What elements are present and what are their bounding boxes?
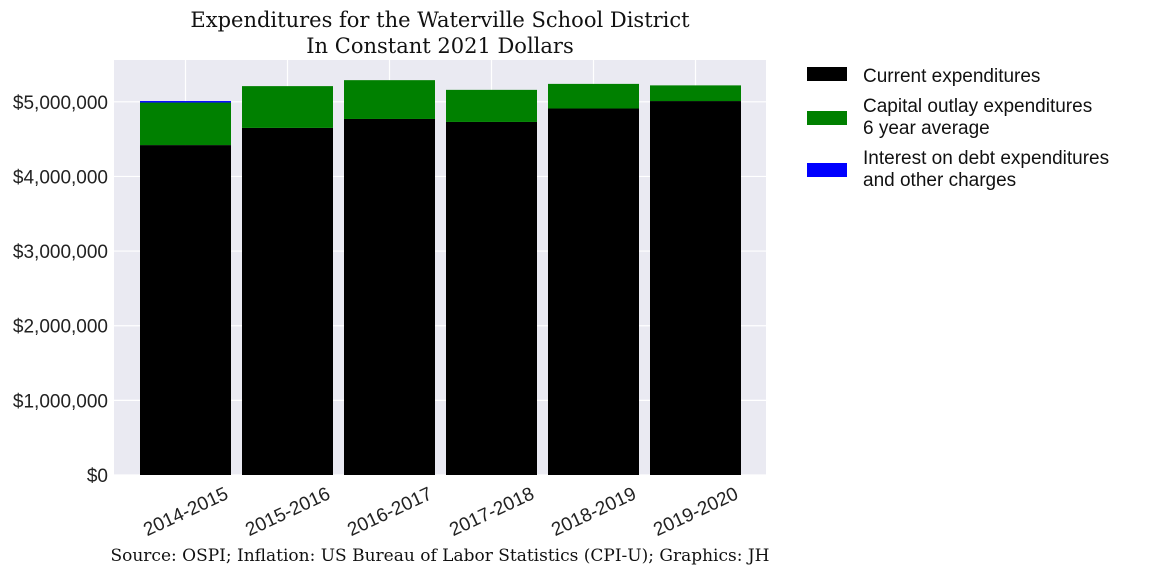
bar-segment xyxy=(140,102,231,146)
bar-segment xyxy=(140,101,231,103)
legend-swatch xyxy=(807,67,847,81)
x-tick-label: 2016-2017 xyxy=(344,483,435,540)
bars xyxy=(140,80,741,476)
bar-segment xyxy=(140,145,231,475)
bar-segment xyxy=(344,118,435,476)
bar-segment xyxy=(446,89,537,122)
y-tick-label: $5,000,000 xyxy=(13,93,108,114)
legend: Current expenditures Capital outlay expen… xyxy=(807,66,1109,191)
y-tick-label: $3,000,000 xyxy=(13,242,108,263)
bar-segment xyxy=(344,80,435,119)
chart-subtitle: In Constant 2021 Dollars xyxy=(306,34,573,58)
bar-segment xyxy=(242,127,333,475)
y-tick-label: $0 xyxy=(87,466,108,487)
x-tick-label: 2019-2020 xyxy=(650,483,741,540)
y-axis-ticks: $0 $1,000,000 $2,000,000 $3,000,000 $4,000,0… xyxy=(13,93,108,487)
legend-swatch xyxy=(807,163,847,177)
bar-segment xyxy=(650,85,741,102)
legend-label: Current expenditures xyxy=(863,66,1040,87)
bar-segment xyxy=(446,121,537,475)
x-tick-label: 2015-2016 xyxy=(242,483,333,540)
bar-segment xyxy=(548,108,639,476)
y-tick-label: $2,000,000 xyxy=(13,317,108,338)
source-note: Source: OSPI; Inflation: US Bureau of La… xyxy=(110,546,769,566)
y-tick-label: $4,000,000 xyxy=(13,167,108,188)
bar-segment xyxy=(548,83,639,109)
legend-label: Interest on debt expenditures and other c… xyxy=(863,148,1109,191)
y-tick-label: $1,000,000 xyxy=(13,391,108,412)
legend-swatch xyxy=(807,111,847,125)
x-tick-label: 2017-2018 xyxy=(446,483,537,540)
legend-label: Capital outlay expenditures 6 year averag… xyxy=(863,96,1092,139)
chart-title: Expenditures for the Waterville School D… xyxy=(190,8,690,32)
x-tick-label: 2014-2015 xyxy=(140,483,231,540)
bar-segment xyxy=(650,101,741,475)
bar-segment xyxy=(242,86,333,128)
x-axis-ticks: 2014-2015 2015-2016 2016-2017 2017-2018 2018… xyxy=(140,483,741,540)
x-tick-label: 2018-2019 xyxy=(548,483,639,540)
